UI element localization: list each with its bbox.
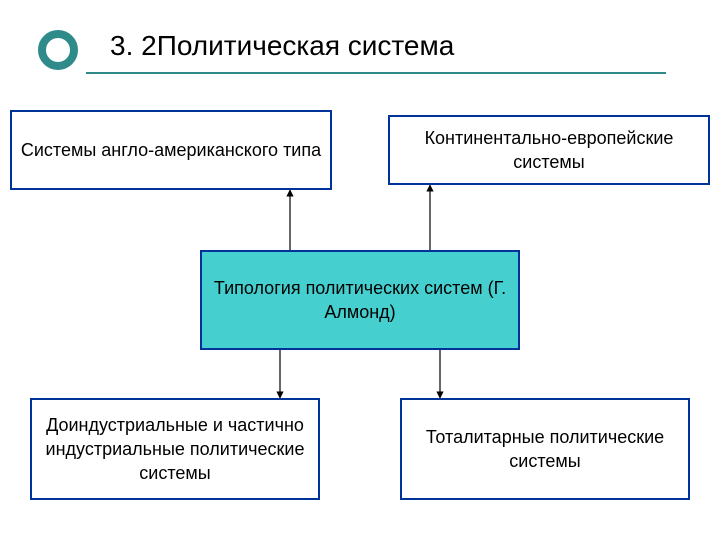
box-label: Типология политических систем (Г. Алмонд… <box>210 276 510 325</box>
box-label: Континентально-европейские системы <box>398 126 700 175</box>
title-rule <box>86 72 666 74</box>
box-continental-european: Континентально-европейские системы <box>388 115 710 185</box>
slide-title: 3. 2Политическая система <box>110 30 454 62</box>
title-bullet <box>38 30 78 70</box>
box-label: Доиндустриальные и частично индустриальн… <box>40 413 310 486</box>
box-totalitarian: Тоталитарные политические системы <box>400 398 690 500</box>
box-anglo-american: Системы англо-американского типа <box>10 110 332 190</box>
box-preindustrial: Доиндустриальные и частично индустриальн… <box>30 398 320 500</box>
box-label: Системы англо-американского типа <box>21 138 321 162</box>
box-label: Тоталитарные политические системы <box>410 425 680 474</box>
box-typology-center: Типология политических систем (Г. Алмонд… <box>200 250 520 350</box>
